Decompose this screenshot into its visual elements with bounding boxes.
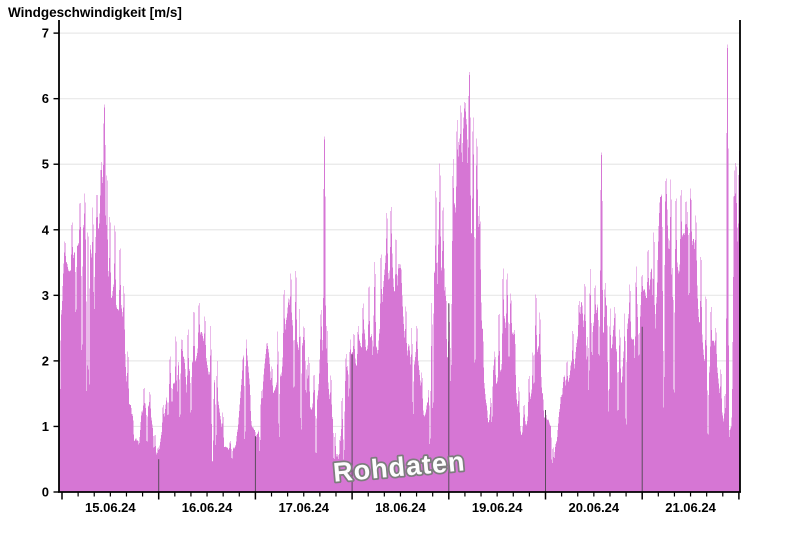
x-tick-label: 15.06.24 [85,500,136,515]
y-tick-label: 2 [42,353,49,368]
x-tick-label: 21.06.24 [665,500,716,515]
y-tick-label: 0 [42,485,49,500]
x-axis-ticks: 15.06.24 16.06.24 17.06.24 18.06.24 19.06.24… [61,492,740,515]
y-tick-label: 5 [42,157,49,172]
y-tick-label: 6 [42,91,49,106]
x-tick-label: 17.06.24 [278,500,329,515]
y-tick-label: 7 [42,26,49,41]
y-tick-label: 3 [42,288,49,303]
x-tick-label: 20.06.24 [569,500,620,515]
y-tick-label: 1 [42,419,49,434]
x-tick-label: 18.06.24 [375,500,426,515]
chart-title: Windgeschwindigkeit [m/s] [8,5,182,20]
day-boundary-lines [158,303,643,492]
x-tick-label: 16.06.24 [182,500,233,515]
y-tick-label: 4 [42,222,50,237]
x-tick-label: 19.06.24 [472,500,523,515]
y-axis-ticks: 0 1 2 3 4 5 6 7 [42,26,59,500]
wind-speed-series [59,42,740,493]
